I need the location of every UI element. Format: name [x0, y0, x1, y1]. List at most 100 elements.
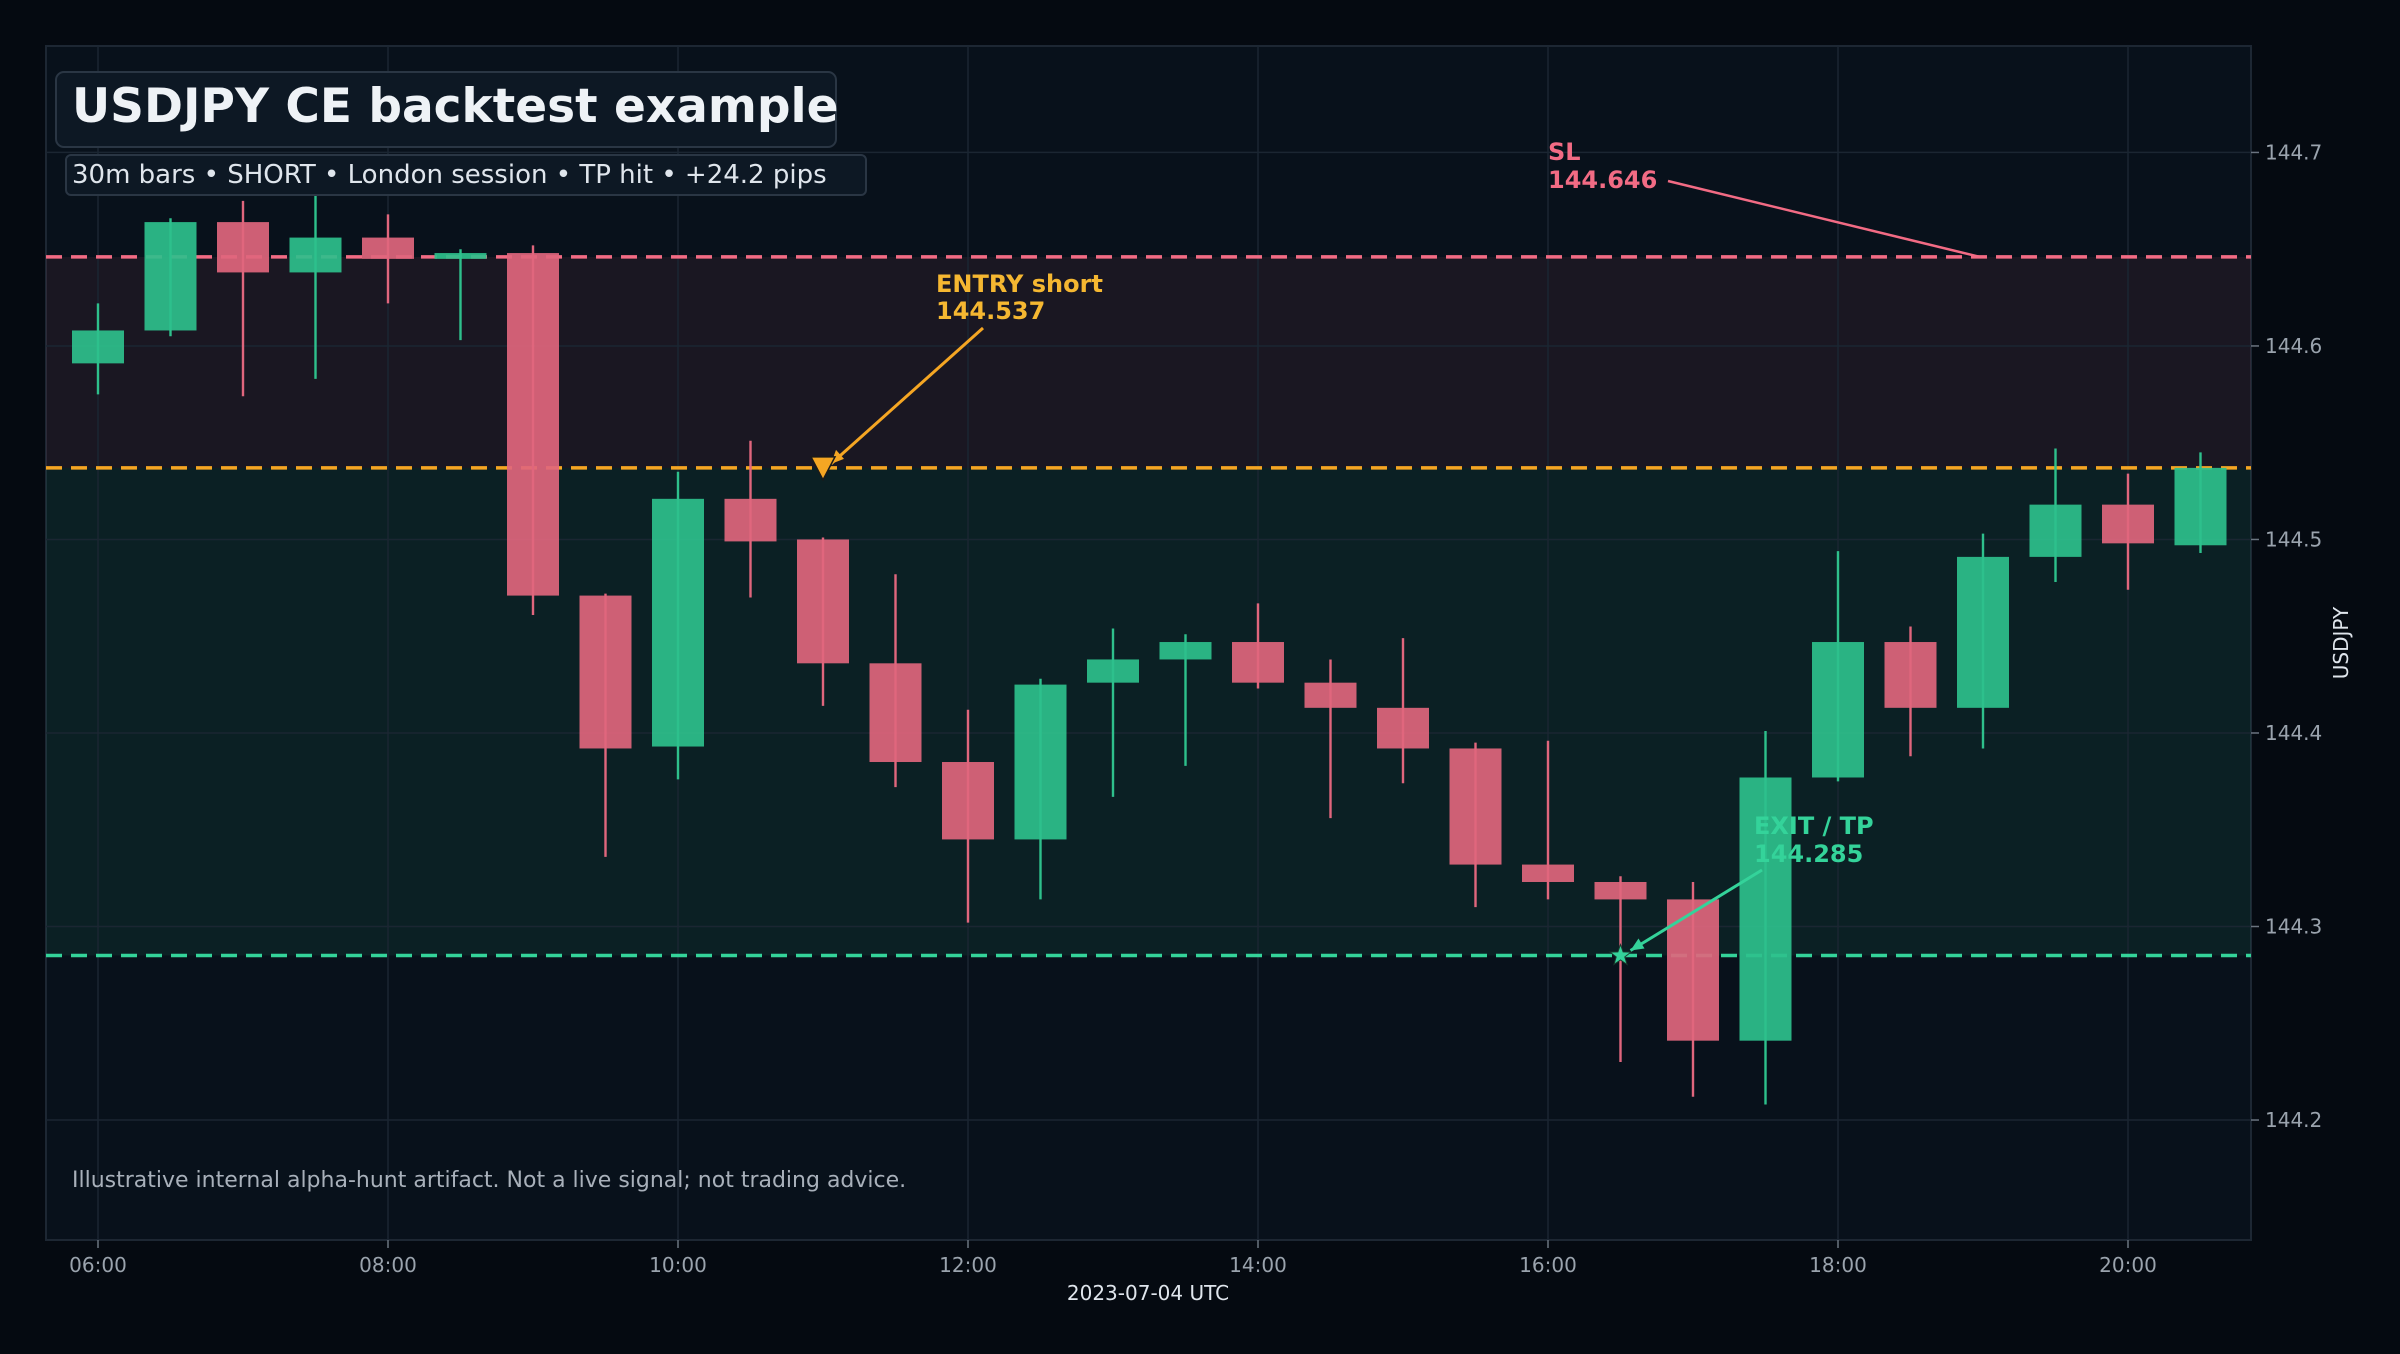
candle-bearish [869, 574, 922, 788]
exit-pointer-line [1629, 868, 1763, 952]
candle-body [1594, 881, 1647, 900]
candle-bearish [1594, 876, 1647, 1062]
y-tick-label: 144.7 [2265, 140, 2322, 164]
sl-pointer-line [1667, 179, 1981, 259]
candle-body [724, 498, 777, 542]
candle-bullish [2174, 452, 2227, 554]
candle-bearish [1304, 659, 1357, 819]
subtitle-box [65, 154, 867, 196]
y-tick-label: 144.6 [2265, 334, 2322, 358]
entry-label: ENTRY short [936, 270, 1103, 298]
candle-bearish [1522, 740, 1574, 900]
candle-bearish [797, 537, 849, 706]
x-tick-label: 06:00 [69, 1253, 127, 1277]
candle-body [434, 253, 487, 259]
candle-body [507, 253, 559, 596]
candle-body [1812, 642, 1864, 778]
entry-marker-triangle [809, 456, 837, 482]
zone-risk [46, 256, 2251, 468]
candle-bullish [2029, 448, 2082, 583]
candle-body [579, 595, 632, 749]
candle-body [1304, 682, 1357, 708]
x-tick-label: 20:00 [2099, 1253, 2157, 1277]
x-tick-label: 18:00 [1809, 1253, 1867, 1277]
candle-bullish [1159, 634, 1212, 766]
candle-body [942, 762, 994, 840]
grid-lines [46, 46, 2251, 1240]
entry-arrowhead [831, 449, 844, 464]
candle-bullish [1087, 628, 1139, 797]
candle-body [1377, 707, 1429, 749]
candle-body [2029, 504, 2082, 557]
exit-label: EXIT / TP [1754, 812, 1874, 840]
y-tick-label: 144.2 [2265, 1108, 2322, 1132]
y-tick-label: 144.3 [2265, 915, 2322, 939]
candle-body [869, 663, 922, 763]
candle-bearish [2102, 473, 2154, 590]
candle-bullish [144, 218, 197, 337]
disclaimer-footer: Illustrative internal alpha-hunt artifac… [72, 1168, 906, 1193]
exit-price: 144.285 [1754, 840, 1863, 868]
candle-bullish [434, 249, 487, 341]
y-tick-label: 144.4 [2265, 721, 2322, 745]
candle-body [1449, 748, 1502, 865]
sl-price: 144.646 [1548, 166, 1657, 194]
candle-body [1087, 659, 1139, 683]
candle-bearish [362, 214, 414, 304]
sl-label: SL [1548, 138, 1581, 166]
x-tick-label: 16:00 [1519, 1253, 1577, 1277]
candle-bearish [1232, 603, 1284, 689]
entry-price: 144.537 [936, 297, 1045, 325]
level-lines [46, 255, 2251, 958]
candle-body [362, 237, 414, 259]
candle-bearish [1884, 626, 1937, 757]
candle-body [144, 222, 197, 331]
candle-body [797, 539, 849, 664]
zone-reward [46, 467, 2251, 956]
candle-bearish [942, 709, 994, 923]
candle-bearish [507, 245, 559, 615]
candle-bullish [1739, 731, 1792, 1105]
candle-bearish [217, 200, 269, 397]
candle-body [652, 498, 704, 747]
y-tick-label: 144.5 [2265, 527, 2322, 551]
candle-bullish [652, 471, 704, 780]
candle-bearish [724, 440, 777, 598]
axes: 144.2 144.3 144.4 144.5 144.6 144.7 06:00 08:00… [69, 140, 2322, 1277]
candle-body [1739, 777, 1792, 1041]
candle-body [217, 222, 269, 273]
candle-bearish [579, 593, 632, 857]
x-axis-label: 2023-07-04 UTC [1067, 1281, 1229, 1305]
chart-subtitle: 30m bars • SHORT • London session • TP h… [72, 160, 827, 190]
entry-pointer-line [830, 326, 984, 465]
shaded-zones [46, 256, 2251, 956]
candle-body [1232, 642, 1284, 683]
candle-body [1159, 642, 1212, 660]
candle-body [1957, 556, 2009, 708]
candle-bullish [1957, 533, 2009, 749]
candle-body [1522, 864, 1574, 882]
candle-bearish [1377, 638, 1429, 784]
candle-body [289, 237, 342, 273]
x-tick-label: 10:00 [649, 1253, 707, 1277]
candle-bearish [1449, 742, 1502, 908]
x-tick-label: 12:00 [939, 1253, 997, 1277]
candle-bullish [1014, 678, 1067, 900]
candle-body [2174, 467, 2227, 546]
candle-body [2102, 504, 2154, 544]
title-box [55, 71, 837, 148]
candle-body [1667, 899, 1719, 1041]
candle-bullish [289, 195, 342, 379]
x-tick-label: 14:00 [1229, 1253, 1287, 1277]
candle-bullish [72, 303, 124, 395]
candle-bullish [1812, 551, 1864, 782]
candle-body [1884, 642, 1937, 708]
x-tick-label: 08:00 [359, 1253, 417, 1277]
exit-marker-star [1608, 942, 1633, 966]
chart-title: USDJPY CE backtest example [72, 79, 838, 134]
y-axis-label: USDJPY [2329, 606, 2353, 679]
candle-body [1014, 684, 1067, 840]
